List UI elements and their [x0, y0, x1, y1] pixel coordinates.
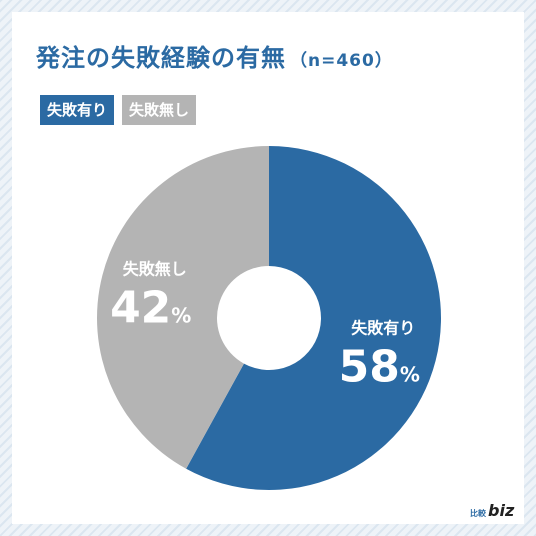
legend: 失敗有り 失敗無し: [40, 95, 197, 125]
slice-value-label: 58%: [339, 341, 420, 392]
brand-logo-jp: 比較: [470, 509, 486, 518]
slice-category-label: 失敗無し: [123, 260, 187, 279]
slice-label-failure: 失敗有り 58%: [339, 318, 420, 392]
slice-category-label: 失敗有り: [351, 318, 415, 337]
sample-size: （n=460）: [290, 51, 393, 71]
brand-logo-biz: biz: [488, 501, 515, 520]
brand-logo: 比較 biz: [470, 501, 514, 520]
slice-label-no-failure: 失敗無し 42%: [110, 260, 191, 334]
slice-failure: [186, 146, 441, 490]
legend-item-failure: 失敗有り: [40, 95, 115, 125]
title-text: 発注の失敗経験の有無: [36, 44, 286, 72]
slice-no-failure: [96, 146, 269, 469]
slice-value-label: 42%: [110, 283, 191, 334]
chart-title: 発注の失敗経験の有無 （n=460）: [36, 38, 393, 73]
legend-item-no-failure: 失敗無し: [122, 95, 197, 125]
